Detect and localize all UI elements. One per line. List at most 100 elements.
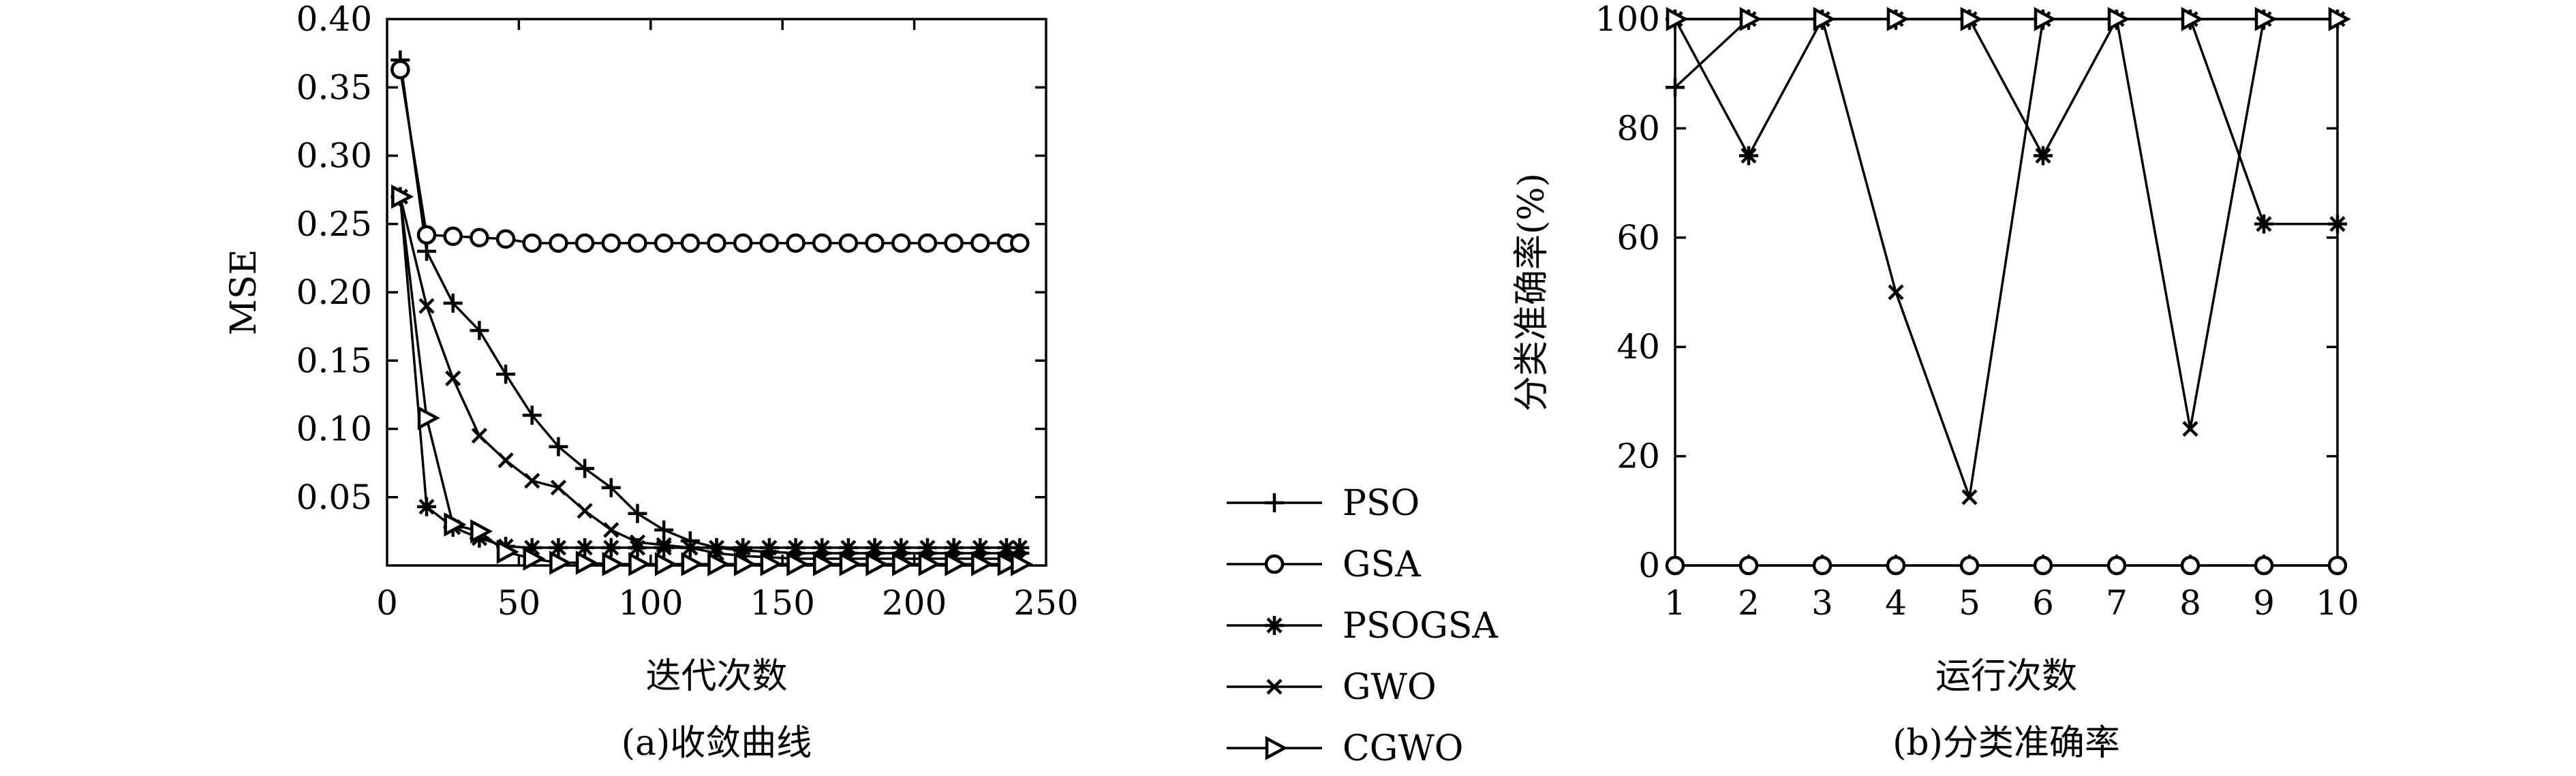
data-point: [629, 534, 646, 550]
data-point: [1961, 489, 1978, 506]
panel-caption: (b)分类准确率: [1892, 723, 2120, 764]
data-point: [759, 233, 780, 253]
data-point: [2328, 7, 2351, 31]
data-point: [497, 452, 514, 469]
data-point: [471, 427, 487, 444]
x-tick-label: 9: [2253, 583, 2275, 623]
x-tick-label: 250: [1013, 583, 1078, 623]
data-point: [2181, 7, 2204, 31]
data-point: [838, 538, 858, 557]
data-point: [523, 546, 546, 571]
data-point: [1886, 7, 1910, 31]
data-point: [707, 552, 731, 576]
data-point: [812, 538, 832, 557]
data-point: [654, 233, 674, 253]
data-point: [917, 538, 937, 557]
legend-entry-gwo: GWO: [1227, 667, 1437, 708]
data-point: [2034, 7, 2057, 31]
data-point: [2254, 214, 2273, 234]
x-tick-label: 8: [2179, 583, 2201, 623]
x-tick-label: 200: [882, 583, 947, 623]
data-point: [1010, 233, 1030, 253]
series-psogsa: [390, 187, 1030, 557]
data-point: [443, 294, 463, 313]
data-point: [865, 552, 889, 576]
data-point: [575, 550, 598, 575]
data-point: [2254, 7, 2278, 31]
data-point: [971, 552, 994, 576]
data-point: [654, 520, 674, 540]
data-point: [522, 405, 542, 425]
data-point: [1011, 552, 1034, 576]
data-point: [470, 228, 489, 248]
x-tick-label: 2: [1738, 583, 1760, 623]
data-point: [549, 233, 568, 253]
data-point: [786, 552, 810, 576]
data-point: [1959, 555, 1980, 576]
series-line: [1674, 18, 2337, 226]
data-point: [417, 405, 440, 431]
x-tick-label: 3: [1811, 583, 1833, 623]
data-point: [1739, 146, 1758, 166]
data-point: [733, 233, 753, 253]
data-point: [577, 503, 593, 519]
legend-label: PSO: [1343, 483, 1420, 524]
data-point: [944, 538, 964, 557]
x-axis-title: 迭代次数: [645, 656, 787, 697]
data-point: [707, 538, 726, 557]
legend-entry-gsa: GSA: [1227, 544, 1422, 585]
x-tick-label: 6: [2032, 583, 2054, 623]
data-point: [470, 321, 489, 341]
data-point: [997, 552, 1020, 576]
legend-entry-psogsa: PSOGSA: [1227, 606, 1499, 647]
y-tick-label: 0.15: [296, 341, 372, 380]
y-axis: 0.05 0.10 0.15 0.20 0.25 0.30 0.35 0.40: [296, 0, 1046, 517]
y-axis-title: MSE: [224, 249, 264, 336]
data-point: [549, 550, 572, 575]
data-point: [865, 538, 885, 557]
y-tick-label: 20: [1616, 437, 1660, 476]
data-point: [945, 552, 968, 576]
y-tick-label: 0.35: [296, 67, 372, 107]
data-point: [628, 552, 651, 576]
data-point: [2328, 214, 2347, 234]
series-pso: [1666, 10, 2347, 97]
y-tick-label: 0.20: [296, 273, 372, 312]
data-point: [682, 540, 699, 556]
data-point: [1813, 7, 1836, 31]
data-point: [707, 233, 726, 253]
legend-marker: [1265, 616, 1284, 635]
data-point: [444, 512, 467, 537]
data-point: [575, 459, 595, 478]
data-point: [418, 298, 435, 314]
data-point: [601, 478, 621, 497]
x-axis: 1 2 3 4 5 6 7 8 9 10: [1664, 19, 2359, 623]
series-line: [1675, 18, 2337, 498]
x-tick-label: 50: [497, 583, 541, 623]
x-tick-label: 100: [618, 583, 683, 623]
plot-frame: [1674, 18, 2339, 567]
data-point: [786, 538, 806, 557]
data-point: [759, 538, 779, 557]
legend-label: GSA: [1343, 544, 1422, 585]
data-point: [944, 233, 964, 253]
legend-marker: [1266, 679, 1283, 695]
data-point: [1666, 78, 1685, 97]
y-tick-label: 80: [1616, 108, 1660, 148]
data-point: [496, 364, 516, 384]
data-point: [970, 233, 990, 253]
data-point: [417, 241, 437, 261]
y-axis-title: 分类准确率(%): [1512, 173, 1552, 412]
data-point: [1888, 284, 1904, 300]
data-point: [417, 497, 437, 516]
x-tick-label: 7: [2106, 583, 2128, 623]
legend-marker: [1265, 736, 1288, 760]
series-cgwo: [1666, 7, 2351, 31]
data-point: [839, 552, 862, 576]
data-point: [760, 552, 783, 576]
y-tick-label: 0.40: [296, 0, 372, 39]
data-point: [1960, 7, 1983, 31]
y-tick-label: 60: [1616, 218, 1660, 258]
data-point: [550, 480, 567, 496]
